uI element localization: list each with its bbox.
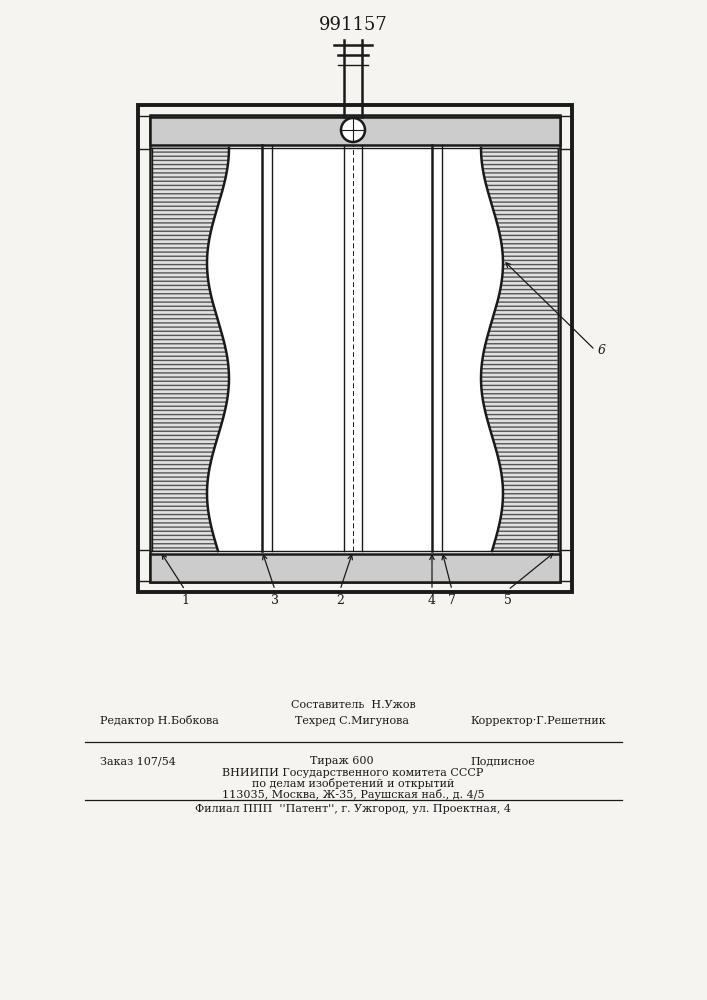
Bar (150, 117, 560, 145)
Text: Филиал ППП  ''Патент'', г. Ужгород, ул. Проектная, 4: Филиал ППП ''Патент'', г. Ужгород, ул. П… (195, 804, 511, 814)
Text: Тираж 600: Тираж 600 (310, 756, 373, 766)
Text: 1: 1 (181, 594, 189, 607)
Text: по делам изобретений и открытий: по делам изобретений и открытий (252, 778, 454, 789)
Text: 3: 3 (271, 594, 279, 607)
Text: 7: 7 (448, 594, 456, 607)
Text: 6: 6 (598, 344, 606, 357)
Polygon shape (152, 148, 229, 551)
Text: Редактор Н.Бобкова: Редактор Н.Бобкова (100, 715, 219, 726)
Text: 991157: 991157 (319, 16, 387, 34)
Text: Заказ 107/54: Заказ 107/54 (100, 756, 176, 766)
Text: 4: 4 (428, 594, 436, 607)
Text: ВНИИПИ Государственного комитета СССР: ВНИИПИ Государственного комитета СССР (222, 768, 484, 778)
Polygon shape (152, 148, 229, 551)
Bar (150, 115, 560, 582)
Text: 113035, Москва, Ж-35, Раушская наб., д. 4/5: 113035, Москва, Ж-35, Раушская наб., д. … (222, 789, 484, 800)
Polygon shape (481, 148, 558, 551)
Text: Корректор·Г.Решетник: Корректор·Г.Решетник (470, 716, 606, 726)
Text: 2: 2 (336, 594, 344, 607)
Text: Техред С.Мигунова: Техред С.Мигунова (295, 716, 409, 726)
Text: Составитель  Н.Ужов: Составитель Н.Ужов (291, 700, 416, 710)
Circle shape (341, 118, 365, 142)
Polygon shape (481, 148, 558, 551)
Text: 5: 5 (504, 594, 512, 607)
Bar (150, 554, 560, 582)
Text: Подписное: Подписное (470, 756, 534, 766)
